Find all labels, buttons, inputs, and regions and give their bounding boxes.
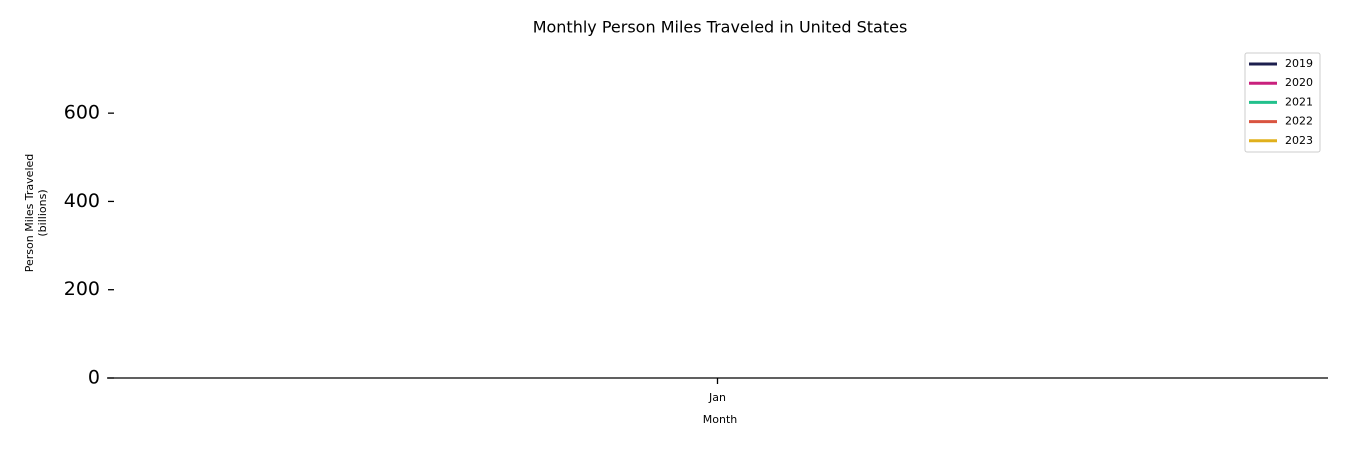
chart-title: Monthly Person Miles Traveled in United … bbox=[533, 18, 908, 37]
y-axis-label: Person Miles Traveled (billions) bbox=[23, 154, 49, 273]
y-axis-label-line: Person Miles Traveled bbox=[23, 154, 36, 273]
y-tick-label: 600 bbox=[64, 102, 100, 124]
legend-label: 2022 bbox=[1285, 115, 1313, 128]
legend-label: 2021 bbox=[1285, 95, 1313, 108]
y-tick-label: 0 bbox=[88, 367, 100, 389]
legend-label: 2023 bbox=[1285, 134, 1313, 147]
x-tick-label: Jan bbox=[708, 391, 726, 404]
y-axis-label-line: (billions) bbox=[36, 189, 49, 236]
y-tick-label: 200 bbox=[64, 278, 100, 300]
legend-label: 2020 bbox=[1285, 76, 1313, 89]
y-tick-label: 400 bbox=[64, 190, 100, 212]
legend-label: 2019 bbox=[1285, 57, 1313, 70]
x-axis-label: Month bbox=[703, 413, 738, 426]
legend-box bbox=[1244, 52, 1321, 153]
